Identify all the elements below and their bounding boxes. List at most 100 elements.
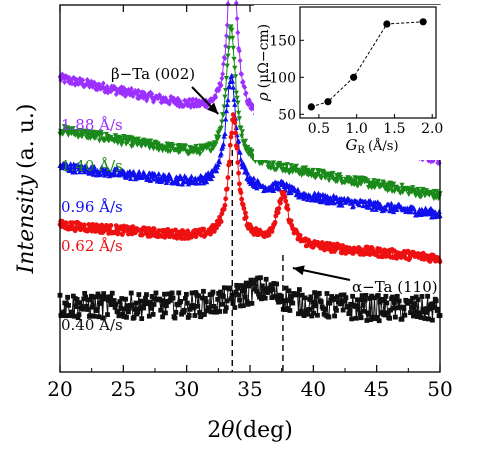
beta-ta-annotation: β−Ta (002) [111, 65, 195, 83]
series-096-point [366, 204, 372, 210]
series-140-point [232, 74, 239, 80]
series-040-point [173, 309, 179, 315]
series-188-point [201, 98, 207, 105]
series-040-point [358, 315, 364, 321]
series-040-point [197, 309, 203, 315]
series-096-point [356, 202, 363, 208]
inset-y-axis-label: ρ (μΩ−cm) [254, 24, 272, 102]
series-040-point [343, 295, 349, 301]
series-040-point [121, 314, 127, 319]
series-062-point [151, 226, 157, 232]
series-188-point [222, 55, 228, 62]
series-040-point [142, 299, 147, 305]
series-096-point [218, 150, 224, 156]
series-040-point [203, 299, 209, 305]
series-040-point [420, 306, 426, 312]
series-188-point [127, 91, 133, 98]
series-140-point [193, 143, 199, 149]
x-tick-label: 50 [427, 377, 452, 401]
series-040-point [150, 312, 156, 317]
series-062-point [201, 226, 207, 232]
series-062-point [142, 225, 148, 231]
series-140-point [249, 148, 255, 154]
series-096-point [128, 175, 134, 182]
series-188-point [78, 76, 83, 83]
series-040-point [347, 308, 353, 314]
series-040-point [408, 310, 413, 316]
series-040-point [133, 300, 139, 306]
series-040-point [433, 298, 439, 304]
series-140-point [174, 147, 180, 153]
series-188-point [73, 78, 79, 85]
series-040-point [302, 295, 308, 301]
series-040-point [414, 314, 420, 320]
series-040-point [202, 312, 207, 317]
series-040-point [376, 318, 382, 324]
series-140-point [70, 126, 76, 132]
series-140-point [430, 192, 436, 198]
series-096-point [350, 203, 356, 209]
series-040-point [273, 293, 279, 299]
series-140-point [218, 125, 224, 131]
series-062-point [238, 190, 244, 195]
series-140-point [365, 178, 371, 184]
series-040-point [430, 317, 435, 323]
inset-x-tick-label: 1.5 [383, 121, 405, 137]
series-096-point [225, 97, 231, 103]
series-062-point [276, 206, 282, 211]
series-040-point [237, 297, 242, 303]
series-140-point [396, 186, 402, 192]
series-140-point [386, 187, 392, 193]
series-140-point [234, 95, 240, 101]
series-040-point [401, 306, 407, 312]
series-labels: 1.88 Å/s 1.40 Å/s 0.96 Å/s 0.62 Å/s 0.40 Å/s [61, 116, 123, 334]
series-096-point [104, 171, 110, 177]
series-140-point [239, 129, 246, 135]
series-140-point [412, 187, 418, 193]
series-188-point [185, 102, 191, 109]
series-188-point [166, 98, 172, 105]
x-tick-label: 40 [301, 377, 326, 401]
series-188-point [197, 102, 203, 109]
series-096 [57, 72, 443, 220]
series-096-point [383, 206, 389, 212]
series-label: 1.40 Å/s [61, 157, 123, 175]
series-040-point [254, 288, 260, 294]
y-axis-label: Intensity (a. u.) [14, 104, 39, 275]
series-040-point [105, 312, 110, 317]
series-040-point [298, 308, 304, 314]
series-188-point [113, 91, 119, 98]
series-040-point [74, 297, 80, 302]
series-062-point [284, 202, 290, 208]
x-tick-label: 35 [237, 377, 262, 401]
series-140-point [197, 151, 203, 157]
series-040-point [178, 299, 184, 304]
inset-y-symbol: ρ [254, 92, 272, 102]
series-040-point [314, 293, 319, 299]
series-040-point [299, 292, 305, 298]
series-040-point [214, 309, 220, 315]
series-040-point [144, 292, 149, 298]
series-040-point [164, 303, 169, 309]
series-040-point [411, 301, 417, 307]
series-096-point [188, 173, 195, 179]
inset-x-tick-label: 2.0 [421, 121, 443, 137]
series-188-point [145, 95, 150, 101]
series-062-point [228, 134, 234, 140]
series-140-point [177, 149, 183, 155]
series-040-point [151, 302, 157, 307]
series-188-point [225, 1, 231, 7]
series-040-point [94, 308, 100, 313]
series-188-point [111, 83, 117, 90]
peak-guide-lines [231, 150, 284, 372]
series-040-point [89, 304, 95, 310]
series-096-point [64, 161, 70, 167]
series-062-point [211, 229, 217, 234]
series-040-point [407, 299, 412, 305]
series-096-point [249, 179, 255, 185]
series-062-point [243, 214, 249, 220]
series-062-point [116, 230, 121, 236]
series-040-point [402, 312, 408, 318]
series-140-point [210, 145, 217, 151]
series-096-point [210, 172, 216, 179]
